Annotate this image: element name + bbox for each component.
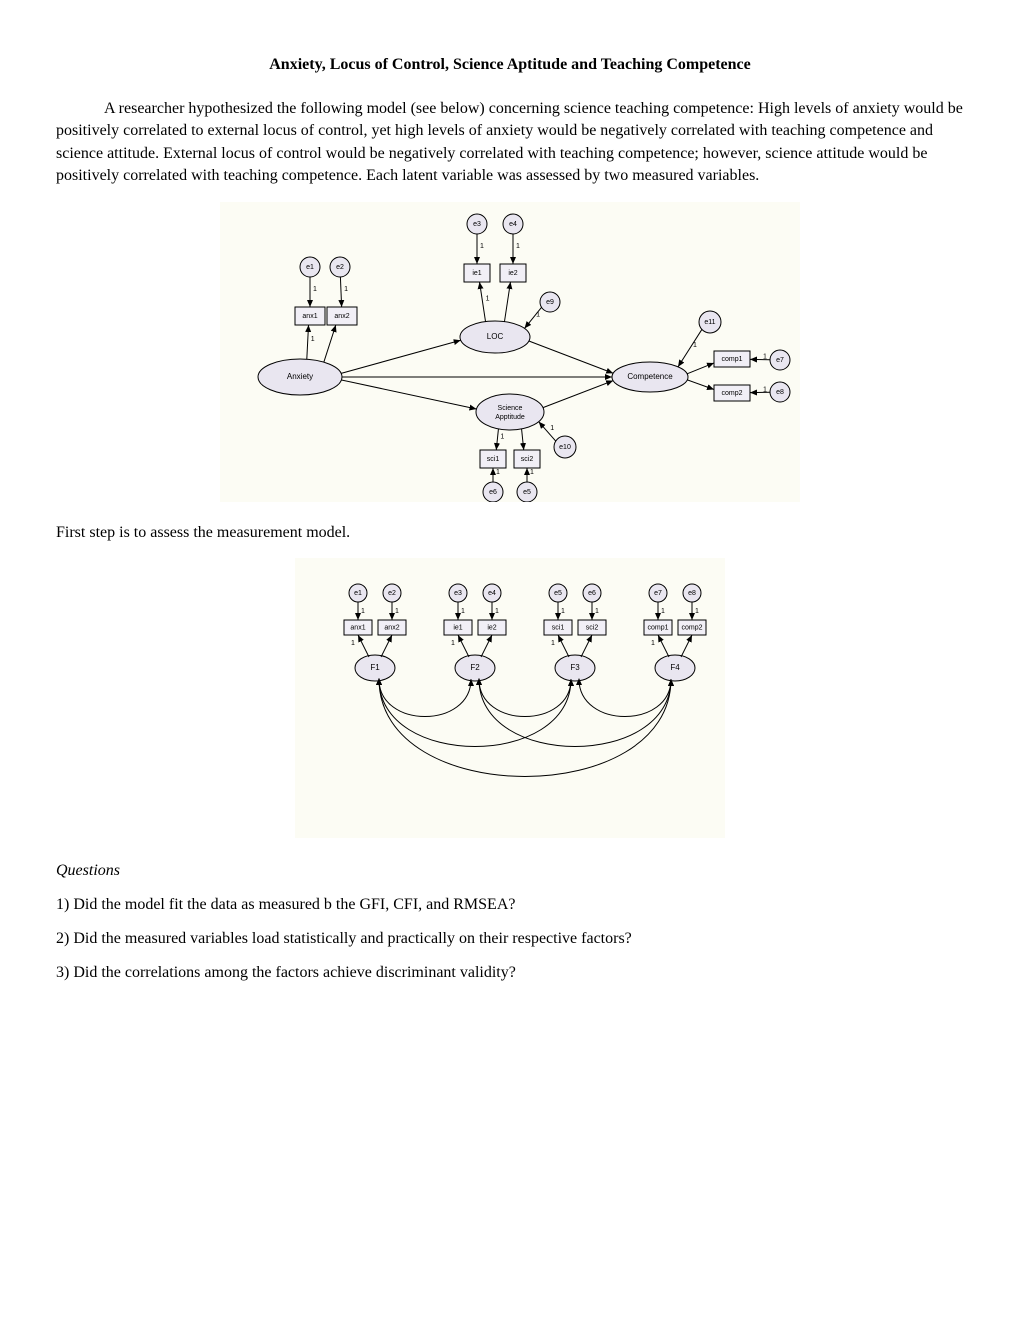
svg-text:F2: F2 — [470, 663, 480, 672]
svg-text:1: 1 — [351, 640, 355, 647]
svg-text:ie2: ie2 — [508, 269, 517, 276]
svg-text:1: 1 — [344, 285, 348, 292]
svg-text:Competence: Competence — [627, 372, 673, 381]
svg-text:1: 1 — [561, 608, 565, 615]
questions-header: Questions — [56, 862, 964, 880]
svg-text:LOC: LOC — [487, 332, 504, 341]
svg-text:e1: e1 — [354, 590, 362, 597]
svg-text:e5: e5 — [554, 590, 562, 597]
svg-text:e1: e1 — [306, 263, 314, 270]
svg-text:1: 1 — [495, 608, 499, 615]
question-1: 1) Did the model fit the data as measure… — [56, 896, 964, 914]
svg-text:e11: e11 — [704, 318, 715, 325]
svg-text:e4: e4 — [509, 220, 517, 227]
svg-text:1: 1 — [486, 295, 490, 302]
svg-text:comp2: comp2 — [681, 624, 702, 631]
svg-text:anx2: anx2 — [384, 624, 399, 631]
svg-text:1: 1 — [516, 242, 520, 249]
svg-text:1: 1 — [480, 242, 484, 249]
svg-text:e5: e5 — [523, 488, 531, 495]
svg-text:anx1: anx1 — [302, 312, 317, 319]
question-2: 2) Did the measured variables load stati… — [56, 930, 964, 948]
svg-text:e8: e8 — [688, 590, 696, 597]
svg-text:1: 1 — [763, 353, 767, 360]
svg-text:1: 1 — [695, 608, 699, 615]
svg-text:1: 1 — [311, 336, 315, 343]
svg-text:e7: e7 — [654, 590, 662, 597]
svg-text:Anxiety: Anxiety — [287, 372, 313, 381]
svg-text:1: 1 — [661, 608, 665, 615]
para-1: A researcher hypothesized the following … — [56, 98, 964, 188]
svg-text:1: 1 — [651, 640, 655, 647]
para-1-text: A researcher hypothesized the following … — [56, 100, 963, 184]
svg-text:Science: Science — [498, 404, 523, 411]
svg-text:1: 1 — [496, 468, 500, 475]
svg-text:e3: e3 — [473, 220, 481, 227]
svg-text:1: 1 — [361, 608, 365, 615]
svg-text:e2: e2 — [336, 263, 344, 270]
figure-measurement-model: e1 e2 anx1 anx2 F1 1 1 1 e3 e4 ie1 ie2 F2 1 1 1 e5 e6 sci1… — [295, 558, 725, 838]
svg-text:comp2: comp2 — [721, 389, 742, 396]
svg-text:ie1: ie1 — [472, 269, 481, 276]
svg-text:1: 1 — [550, 425, 554, 432]
svg-text:e8: e8 — [776, 388, 784, 395]
svg-text:1: 1 — [530, 468, 534, 475]
svg-text:sci1: sci1 — [487, 455, 500, 462]
svg-text:1: 1 — [313, 285, 317, 292]
svg-text:e3: e3 — [454, 590, 462, 597]
figure-structural-model: Anxiety LOC Science Apptitude Competence e1 e2… — [220, 202, 800, 502]
svg-text:e9: e9 — [546, 298, 554, 305]
svg-text:e7: e7 — [776, 356, 784, 363]
svg-text:e2: e2 — [388, 590, 396, 597]
svg-text:F3: F3 — [570, 663, 580, 672]
svg-text:1: 1 — [551, 640, 555, 647]
svg-text:sci2: sci2 — [521, 455, 534, 462]
svg-text:1: 1 — [693, 342, 697, 349]
svg-text:sci2: sci2 — [586, 624, 599, 631]
page-title: Anxiety, Locus of Control, Science Aptit… — [56, 56, 964, 74]
svg-text:sci1: sci1 — [552, 624, 565, 631]
svg-text:1: 1 — [461, 608, 465, 615]
svg-text:anx2: anx2 — [334, 312, 349, 319]
document-page: Anxiety, Locus of Control, Science Aptit… — [0, 0, 1020, 1054]
svg-text:1: 1 — [451, 640, 455, 647]
question-3: 3) Did the correlations among the factor… — [56, 964, 964, 982]
svg-text:1: 1 — [395, 608, 399, 615]
svg-text:e6: e6 — [489, 488, 497, 495]
svg-text:F4: F4 — [670, 663, 680, 672]
svg-text:e6: e6 — [588, 590, 596, 597]
svg-text:anx1: anx1 — [350, 624, 365, 631]
svg-text:e4: e4 — [488, 590, 496, 597]
para-2: First step is to assess the measurement … — [56, 522, 964, 544]
svg-text:1: 1 — [595, 608, 599, 615]
svg-text:1: 1 — [763, 386, 767, 393]
svg-text:ie1: ie1 — [453, 624, 462, 631]
svg-text:1: 1 — [536, 311, 540, 318]
svg-text:comp1: comp1 — [721, 355, 742, 362]
svg-text:ie2: ie2 — [487, 624, 496, 631]
svg-text:comp1: comp1 — [647, 624, 668, 631]
svg-text:e10: e10 — [559, 443, 571, 450]
svg-text:F1: F1 — [370, 663, 380, 672]
svg-text:1: 1 — [500, 433, 504, 440]
svg-text:Apptitude: Apptitude — [495, 413, 525, 420]
